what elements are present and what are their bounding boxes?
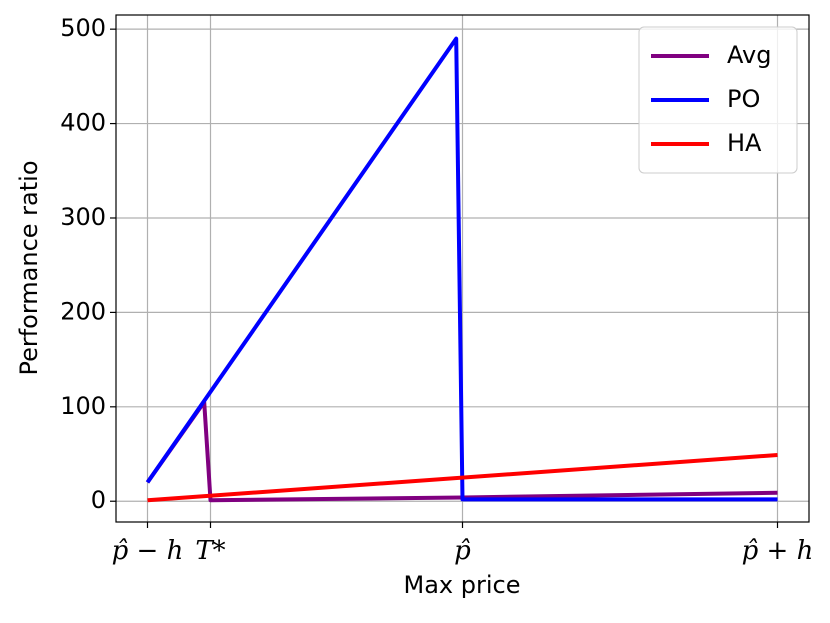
x-axis-label: Max price	[404, 571, 521, 599]
line-series	[145, 36, 778, 502]
legend-box	[638, 26, 798, 174]
legend-label: HA	[727, 129, 762, 157]
line-series	[147, 452, 778, 503]
x-tick-label: T*	[195, 536, 225, 566]
plot-frame	[115, 14, 810, 523]
y-tick-label: 500	[60, 14, 106, 42]
y-axis-label: Performance ratio	[15, 160, 43, 375]
legend-label: Avg	[727, 41, 771, 69]
x-tick-label: p̂ + h	[742, 536, 814, 566]
y-tick-label: 400	[60, 109, 106, 137]
y-tick-label: 300	[60, 203, 106, 231]
y-tick-label: 0	[91, 486, 106, 514]
y-tick-label: 200	[60, 297, 106, 325]
x-tick-label: p̂ − h	[112, 536, 184, 566]
y-tick-label: 100	[60, 392, 106, 420]
x-tick-label: p̂	[454, 536, 471, 566]
legend-label: PO	[727, 85, 760, 113]
